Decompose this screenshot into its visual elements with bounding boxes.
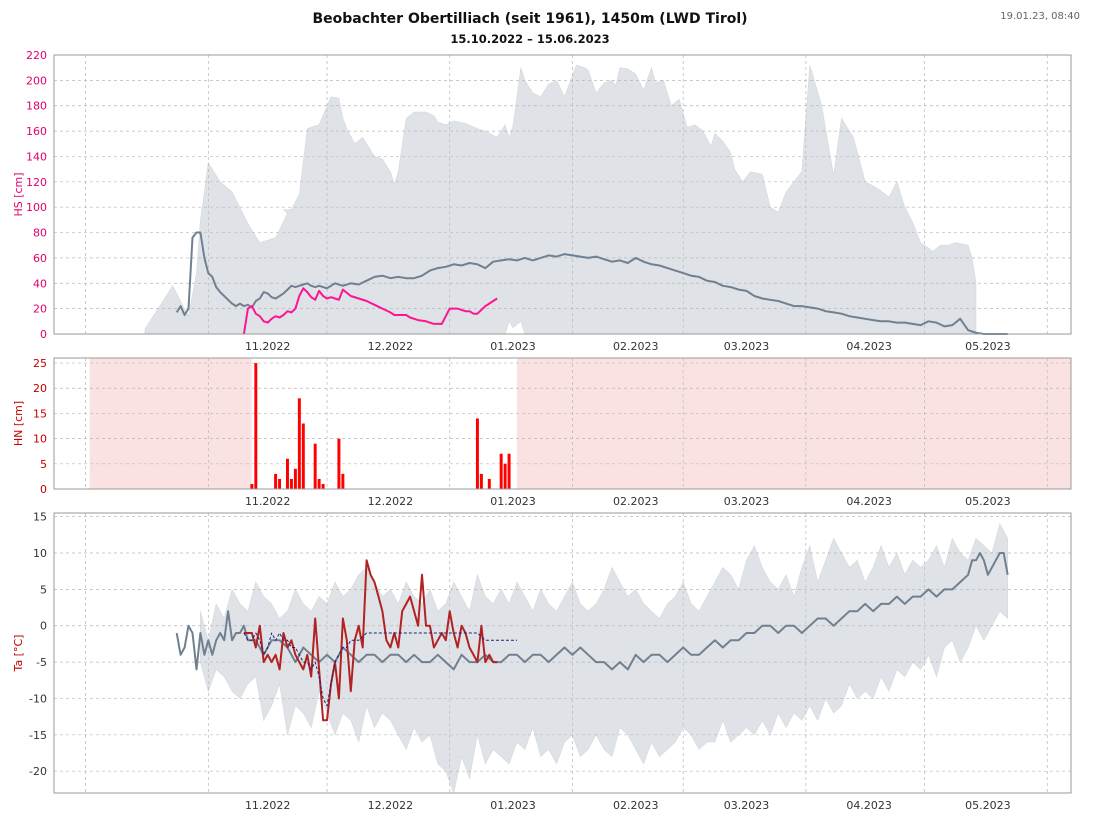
ta-panel: -20 -15 -10 -5 0 5 10 15 Ta [°C] 11.2022 12.2022 01… <box>12 511 1072 812</box>
hn-shaded-period <box>516 358 1071 489</box>
hs-y-tick-label: 120 <box>26 176 47 189</box>
hs-y-tick-label: 200 <box>26 74 47 87</box>
ta-y-axis-label: Ta [°C] <box>12 635 25 673</box>
hn-bar <box>317 478 321 489</box>
hs-y-tick-label: 80 <box>33 227 47 240</box>
hn-bar <box>289 478 293 489</box>
hs-y-axis-label: HS [cm] <box>12 172 25 216</box>
hn-shaded-period <box>89 358 252 489</box>
ta-x-tick-label: 12.2022 <box>368 799 414 812</box>
hs-frame <box>53 54 1072 335</box>
hn-bar <box>341 473 345 489</box>
hn-bar <box>278 478 282 489</box>
ta-x-tick-label: 05.2023 <box>965 799 1011 812</box>
ta-line-current <box>243 559 498 722</box>
hn-y-axis-label: HN [cm] <box>12 401 25 446</box>
hn-panel: 0 5 10 15 20 25 HN [cm] 11.2022 12.2022 01.2023 02… <box>12 357 1072 508</box>
hs-x-tick-label: 02.2023 <box>613 340 659 353</box>
hs-y-tick-label: 220 <box>26 49 47 62</box>
hs-panel: 0 20 40 60 80 100 120 140 160 180 200 220 HS [cm] 11.… <box>12 49 1072 353</box>
chart-title: Beobachter Obertilliach (seit 1961), 145… <box>312 11 748 27</box>
hn-y-tick-label: 0 <box>40 483 47 496</box>
hn-bar <box>499 453 503 489</box>
hn-x-tick-label: 02.2023 <box>613 495 659 508</box>
ta-range-envelope <box>200 523 1008 795</box>
hs-y-tick-label: 60 <box>33 252 47 265</box>
hs-x-tick-label: 11.2022 <box>245 340 291 353</box>
hs-x-tick-label: 01.2023 <box>490 340 536 353</box>
hs-y-tick-label: 140 <box>26 150 47 163</box>
ta-frame <box>53 512 1072 794</box>
ta-x-tick-label: 03.2023 <box>724 799 770 812</box>
hn-bar <box>274 473 278 489</box>
hn-bar <box>507 453 511 489</box>
hn-bar <box>250 483 254 489</box>
hn-x-tick-label: 11.2022 <box>245 495 291 508</box>
hn-x-tick-label: 01.2023 <box>490 495 536 508</box>
ta-y-tick-label: 5 <box>40 583 47 596</box>
ta-y-tick-label: 0 <box>40 620 47 633</box>
ta-y-tick-label: -10 <box>29 692 47 705</box>
hn-bar <box>487 478 491 489</box>
hn-bar <box>254 363 258 489</box>
hs-x-tick-label: 04.2023 <box>846 340 892 353</box>
ta-x-tick-label: 11.2022 <box>245 799 291 812</box>
ta-line-dashed <box>243 632 517 707</box>
hn-x-tick-label: 03.2023 <box>724 495 770 508</box>
ta-x-tick-label: 02.2023 <box>613 799 659 812</box>
ta-x-tick-label: 04.2023 <box>846 799 892 812</box>
hn-x-tick-label: 12.2022 <box>368 495 414 508</box>
hs-line-mean <box>175 231 1008 335</box>
timestamp: 19.01.23, 08:40 <box>1000 11 1080 22</box>
hn-bar <box>337 438 341 489</box>
hn-y-tick-label: 15 <box>33 407 47 420</box>
ta-y-tick-label: 15 <box>33 511 47 524</box>
ta-y-tick-label: -5 <box>36 656 47 669</box>
hs-y-tick-label: 20 <box>33 303 47 316</box>
hs-x-tick-label: 12.2022 <box>368 340 414 353</box>
ta-y-tick-label: -15 <box>29 729 47 742</box>
ta-y-tick-label: -20 <box>29 765 47 778</box>
hs-x-tick-label: 03.2023 <box>724 340 770 353</box>
hn-bar <box>285 458 289 489</box>
hn-bar <box>503 463 507 489</box>
hs-x-tick-label: 05.2023 <box>965 340 1011 353</box>
hn-bar <box>313 443 317 489</box>
hn-x-tick-label: 04.2023 <box>846 495 892 508</box>
hn-y-tick-label: 5 <box>40 458 47 471</box>
hn-x-tick-label: 05.2023 <box>965 495 1011 508</box>
hn-frame <box>53 357 1072 490</box>
hs-y-tick-label: 100 <box>26 201 47 214</box>
hs-y-tick-label: 160 <box>26 125 47 138</box>
hn-y-tick-label: 10 <box>33 433 47 446</box>
hn-bar <box>479 473 483 489</box>
hn-y-tick-label: 25 <box>33 357 47 370</box>
hs-y-tick-label: 0 <box>40 328 47 341</box>
ta-y-tick-label: 10 <box>33 547 47 560</box>
hn-bar <box>301 423 305 489</box>
hn-bar <box>475 418 479 489</box>
hn-bar <box>293 468 297 489</box>
hs-y-tick-label: 180 <box>26 100 47 113</box>
ta-x-tick-label: 01.2023 <box>490 799 536 812</box>
hn-bar <box>321 483 325 489</box>
hn-y-tick-label: 20 <box>33 382 47 395</box>
hs-line-current <box>242 287 498 335</box>
chart-subtitle: 15.10.2022 – 15.06.2023 <box>450 32 610 46</box>
hs-y-tick-label: 40 <box>33 277 47 290</box>
hn-bar <box>297 398 301 489</box>
